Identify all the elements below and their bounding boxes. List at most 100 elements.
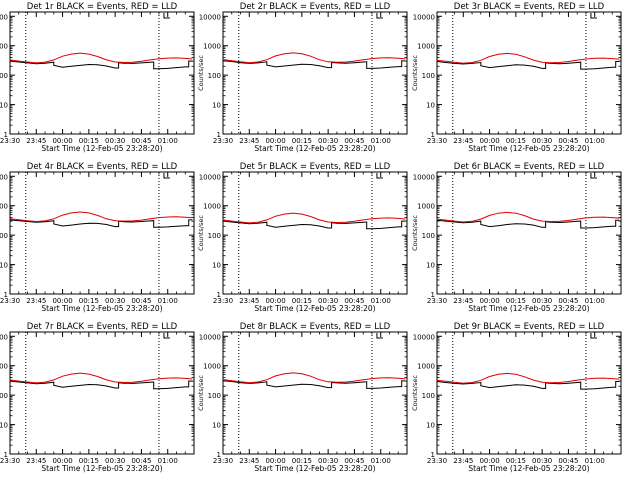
y-tick-label: 1 [4,451,8,459]
data-point-events [231,61,233,62]
series-line-lld [9,372,193,384]
data-point-lld [319,59,320,61]
data-point-lld [79,52,81,54]
x-tick-label: 00:15 [79,137,99,145]
data-point-events [176,225,177,227]
data-point-events [345,382,347,384]
plot-title: Det 6r BLACK = Events, RED = LLD [454,162,605,172]
detector-plot-3r: Det 3r BLACK = Events, RED = LLD 1 10 100 10… [411,2,622,153]
data-point-events [301,224,303,225]
data-point-events [27,221,28,222]
x-tick-label: 23:30 [213,457,233,465]
x-tick-label: 00:00 [265,137,285,145]
x-tick-label: 00:15 [506,457,526,465]
data-point-lld [404,58,406,60]
data-point-lld [611,217,613,219]
data-point-lld [9,218,11,220]
plot-frame [222,11,408,135]
data-point-events [611,66,613,68]
data-point-events [568,221,569,223]
data-point-events [594,227,596,229]
y-tick-label: 1000 [203,203,221,211]
data-point-lld [106,379,107,381]
x-tick-label: 00:30 [318,457,338,465]
data-point-events [53,65,55,66]
data-point-lld [404,378,406,380]
data-point-lld [454,61,455,63]
x-tick-label: 00:45 [131,297,151,305]
data-point-lld [292,52,294,54]
data-point-lld [362,219,364,221]
x-tick-label: 23:30 [0,137,20,145]
x-tick-label: 00:00 [52,297,72,305]
data-point-events [149,381,151,383]
plot-title: Det 3r BLACK = Events, RED = LLD [454,2,605,12]
data-point-events [580,227,582,229]
y-axis-label: Counts/sec [197,55,205,91]
data-point-events [141,62,142,64]
data-point-events [53,385,55,386]
data-point-lld [603,216,604,218]
data-point-lld [123,62,125,63]
data-point-events [158,388,160,390]
y-tick-label: 10000 [199,13,221,21]
data-point-events [615,66,617,68]
data-point-events [389,386,390,388]
data-point-lld [611,378,613,379]
data-point-events [401,60,403,62]
data-point-events [480,62,482,63]
data-point-lld [141,380,142,382]
detector-plot-4r: Det 4r BLACK = Events, RED = LLD 1 10 100 10… [0,162,195,313]
data-point-lld [97,215,98,216]
x-tick-label: 01:00 [158,457,178,465]
x-tick-label: 01:00 [158,297,178,305]
y-tick-label: 1000 [0,43,8,51]
data-point-events [576,62,578,63]
data-point-events [188,60,190,62]
data-point-events [401,220,403,222]
x-tick-label: 23:30 [427,137,447,145]
data-point-lld [231,60,233,62]
data-point-lld [27,220,28,222]
data-point-lld [292,212,294,214]
x-tick-label: 00:15 [292,137,312,145]
data-point-events [480,220,482,222]
data-point-lld [541,381,543,383]
data-point-events [404,60,406,62]
data-point-events [545,226,546,228]
data-point-lld [559,220,561,222]
data-point-lld [362,59,364,61]
x-tick-label: 00:30 [105,297,125,305]
x-axis-label: Start Time (12-Feb-05 23:28:20) [41,304,162,313]
x-tick-label: 01:00 [158,137,178,145]
data-point-lld [301,373,303,375]
y-tick-label: 100 [0,392,8,400]
data-point-lld [568,61,569,62]
data-point-lld [550,62,552,64]
data-point-events [153,61,155,63]
data-point-lld [9,379,11,381]
data-point-events [603,226,604,228]
data-point-events [380,387,382,389]
data-point-lld [62,214,63,216]
x-tick-label: 01:00 [371,137,391,145]
data-point-events [153,220,155,222]
x-tick-label: 00:45 [344,457,364,465]
data-point-lld [336,381,338,383]
data-point-lld [191,217,193,219]
data-point-events [292,64,294,66]
data-point-events [362,381,364,383]
data-point-lld [576,218,578,220]
data-point-events [389,227,390,229]
plot-frame [9,331,195,455]
x-axis-label: Start Time (12-Feb-05 23:28:20) [254,144,375,153]
y-tick-label: 100 [422,392,435,400]
data-point-lld [354,220,355,222]
x-tick-label: 00:45 [131,457,151,465]
y-tick-label: 10 [426,102,435,110]
data-point-events [506,224,508,225]
data-point-events [404,380,406,382]
data-point-events [184,386,186,388]
data-point-lld [149,218,151,220]
data-point-events [275,66,276,68]
